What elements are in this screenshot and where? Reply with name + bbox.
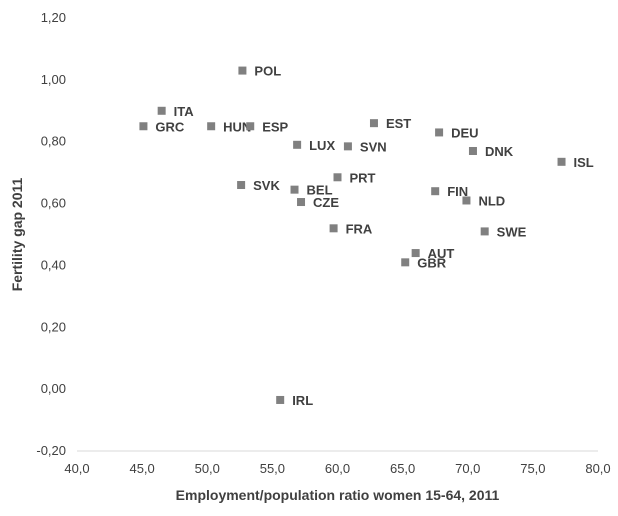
data-point-gbr [401, 258, 410, 267]
point-label-grc: GRC [155, 119, 185, 134]
data-point-fin [431, 187, 440, 196]
y-tick-label: -0,20 [36, 443, 66, 458]
point-label-svn: SVN [360, 139, 387, 154]
data-point-fra [329, 224, 338, 233]
y-axis-title: Fertility gap 2011 [9, 177, 25, 291]
data-point-isl [557, 157, 566, 166]
point-label-gbr: GBR [417, 255, 447, 270]
point-label-est: EST [386, 116, 411, 131]
data-point-irl [276, 395, 285, 404]
x-tick-labels: 40,0 45,0 50,0 55,0 60,0 65,0 70,0 75,0 80,0 [64, 461, 610, 476]
data-point-aut [411, 249, 420, 258]
x-tick-label: 40,0 [64, 461, 89, 476]
x-tick-label: 80,0 [585, 461, 610, 476]
point-label-ita: ITA [174, 104, 195, 119]
point-label-fra: FRA [346, 221, 373, 236]
data-point-ita [157, 106, 166, 115]
y-tick-label: 0,20 [41, 319, 66, 334]
point-label-dnk: DNK [485, 144, 514, 159]
data-point-swe [480, 227, 489, 236]
x-tick-label: 70,0 [455, 461, 480, 476]
data-point-prt [333, 173, 342, 182]
y-tick-label: 0,40 [41, 257, 66, 272]
point-label-isl: ISL [574, 155, 594, 170]
point-label-fin: FIN [447, 184, 468, 199]
data-point-lux [293, 140, 302, 149]
data-point-svn [343, 142, 352, 151]
data-point-est [369, 119, 378, 128]
y-tick-label: 1,00 [41, 72, 66, 87]
point-label-esp: ESP [262, 119, 288, 134]
point-label-nld: NLD [478, 193, 505, 208]
point-label-irl: IRL [292, 393, 313, 408]
data-point-bel [290, 185, 299, 194]
point-label-lux: LUX [309, 138, 335, 153]
x-tick-label: 60,0 [325, 461, 350, 476]
y-tick-label: 1,20 [41, 10, 66, 25]
data-point-cze [297, 198, 306, 207]
data-point-nld [462, 196, 471, 205]
x-tick-label: 65,0 [390, 461, 415, 476]
x-axis-title: Employment/population ratio women 15-64,… [176, 487, 500, 503]
point-label-aut: AUT [428, 246, 455, 261]
data-point-svk [237, 181, 246, 190]
point-label-svk: SVK [253, 178, 280, 193]
point-label-deu: DEU [451, 125, 478, 140]
data-point-grc [139, 122, 148, 131]
x-tick-label: 45,0 [129, 461, 154, 476]
point-label-prt: PRT [350, 170, 376, 185]
point-label-swe: SWE [497, 224, 527, 239]
point-label-hun: HUN [223, 119, 251, 134]
x-tick-label: 75,0 [520, 461, 545, 476]
y-tick-label: 0,00 [41, 381, 66, 396]
data-point-esp [246, 122, 255, 131]
y-tick-label: 0,80 [41, 134, 66, 149]
data-point-dnk [468, 146, 477, 155]
point-label-bel: BEL [307, 183, 333, 198]
y-tick-labels: -0,20 0,00 0,20 0,40 0,60 0,80 1,00 1,20 [36, 10, 66, 458]
data-point-deu [435, 128, 444, 137]
point-label-cze: CZE [313, 195, 339, 210]
y-tick-label: 0,60 [41, 196, 66, 211]
point-label-pol: POL [254, 64, 281, 79]
x-tick-label: 55,0 [260, 461, 285, 476]
x-tick-label: 50,0 [195, 461, 220, 476]
data-point-hun [207, 122, 216, 131]
data-point-pol [238, 66, 247, 75]
